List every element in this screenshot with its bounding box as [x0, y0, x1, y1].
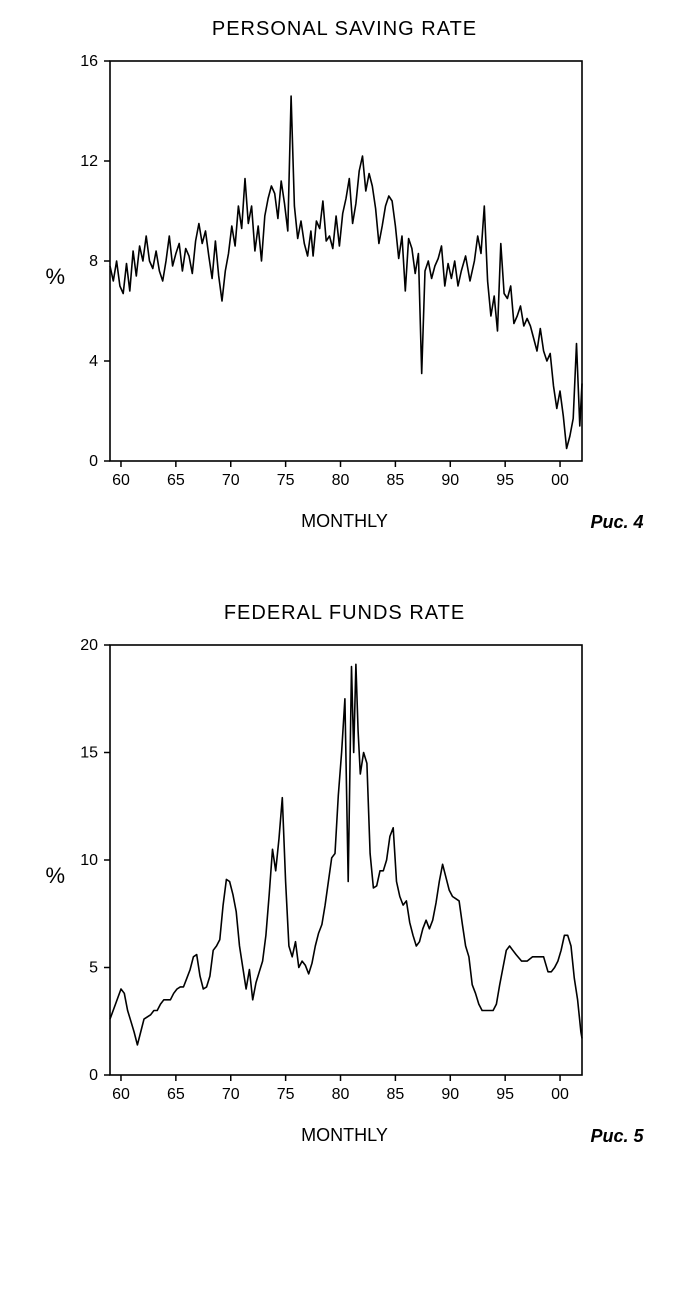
svg-text:85: 85 [386, 472, 404, 489]
svg-text:00: 00 [551, 1086, 569, 1103]
chart-title: FEDERAL FUNDS RATE [40, 602, 650, 625]
svg-text:15: 15 [80, 745, 98, 762]
x-axis-label: MONTHLY [40, 1125, 650, 1146]
svg-text:80: 80 [331, 1086, 349, 1103]
svg-text:70: 70 [221, 1086, 239, 1103]
y-axis-label: % [46, 264, 66, 290]
svg-text:90: 90 [441, 472, 459, 489]
svg-text:60: 60 [112, 1086, 130, 1103]
chart-title: PERSONAL SAVING RATE [40, 18, 650, 41]
svg-text:00: 00 [551, 472, 569, 489]
svg-text:65: 65 [166, 472, 184, 489]
svg-text:75: 75 [276, 1086, 294, 1103]
svg-text:80: 80 [331, 472, 349, 489]
svg-text:20: 20 [80, 637, 98, 654]
chart-frame: %6065707580859095000481216Рис. 4 [40, 47, 650, 507]
svg-text:8: 8 [89, 253, 98, 270]
svg-text:5: 5 [89, 960, 98, 977]
y-axis-label: % [46, 863, 66, 889]
svg-text:10: 10 [80, 852, 98, 869]
svg-text:70: 70 [221, 472, 239, 489]
svg-text:12: 12 [80, 153, 98, 170]
svg-text:75: 75 [276, 472, 294, 489]
figure-label: Рис. 4 [590, 512, 643, 533]
svg-text:95: 95 [496, 1086, 514, 1103]
x-axis-label: MONTHLY [40, 511, 650, 532]
chart-saving: PERSONAL SAVING RATE%6065707580859095000… [40, 18, 650, 532]
svg-text:90: 90 [441, 1086, 459, 1103]
svg-text:95: 95 [496, 472, 514, 489]
svg-text:16: 16 [80, 53, 98, 70]
chart-frame: %60657075808590950005101520Рис. 5 [40, 631, 650, 1121]
svg-text:65: 65 [166, 1086, 184, 1103]
svg-text:0: 0 [89, 453, 98, 470]
chart-svg: 6065707580859095000481216 [40, 47, 600, 507]
svg-text:85: 85 [386, 1086, 404, 1103]
svg-text:0: 0 [89, 1067, 98, 1084]
svg-text:60: 60 [112, 472, 130, 489]
svg-text:4: 4 [89, 353, 98, 370]
chart-fedfunds: FEDERAL FUNDS RATE%606570758085909500051… [40, 602, 650, 1146]
chart-svg: 60657075808590950005101520 [40, 631, 600, 1121]
figure-label: Рис. 5 [590, 1126, 643, 1147]
